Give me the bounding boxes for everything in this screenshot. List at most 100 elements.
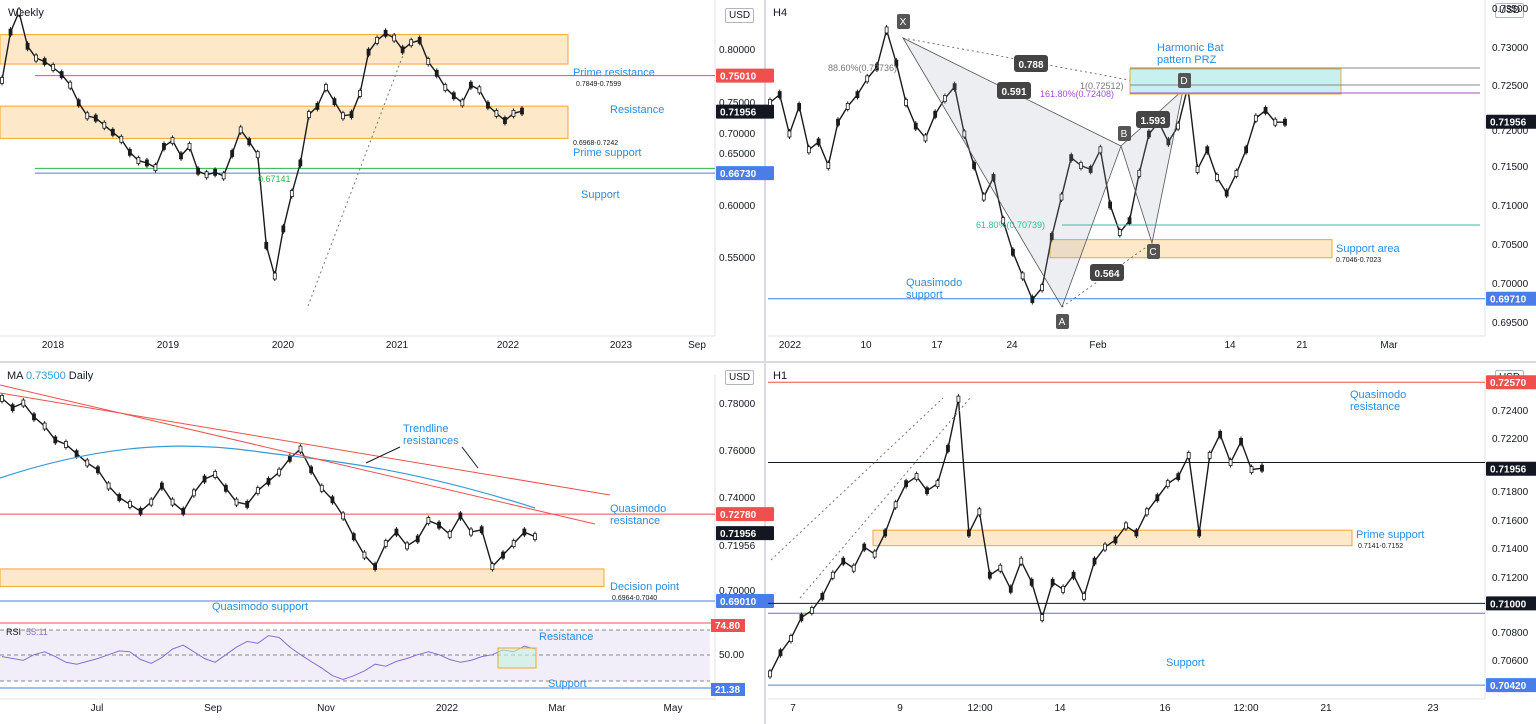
h4-support-area-label: Support area: [1336, 243, 1400, 255]
h1-last-price-text: 0.71956: [1490, 465, 1527, 476]
h4-candle-body: [923, 134, 928, 142]
daily-trendline-2: [0, 384, 596, 525]
h4-price-tag-1: [1486, 291, 1536, 306]
h1-candle-body: [1071, 571, 1076, 579]
h4-point-C-box: [1147, 244, 1160, 259]
weekly-candle-body: [51, 64, 56, 71]
h4-fib-618-label: 61.80%(0.70739): [976, 220, 1045, 230]
daily-candle-body: [213, 471, 218, 478]
rsi-line: [1, 635, 536, 681]
daily-candle-body: [533, 533, 537, 541]
daily-price-tag-text-2: 0.69010: [720, 597, 757, 608]
h1-candle-body: [1040, 614, 1045, 621]
daily-y-tick: 0.76000: [719, 446, 756, 457]
h4-candle-body: [1195, 166, 1200, 173]
h4-prz-label-2: pattern PRZ: [1157, 54, 1217, 66]
h1-y-tick: 0.71800: [1492, 487, 1529, 498]
h1-last-price-tag: [1486, 461, 1536, 476]
daily-candle-body: [501, 551, 505, 559]
currency-button-daily[interactable]: USD: [725, 370, 755, 385]
weekly-candle-body: [366, 48, 371, 56]
daily-candle-body: [106, 482, 111, 490]
daily-x-tick: 2022: [436, 703, 459, 714]
daily-candle-body: [32, 413, 36, 421]
daily-candle-body: [319, 484, 324, 492]
currency-button-weekly[interactable]: USD: [725, 8, 755, 23]
rsi-sup-tag: [711, 683, 745, 696]
weekly-x-tick: 2019: [157, 340, 180, 351]
daily-candle-body: [469, 528, 473, 536]
rsi-value: 55.11: [26, 627, 48, 637]
weekly-candle-body: [127, 148, 132, 156]
h4-point-A-label: A: [1059, 317, 1066, 328]
weekly-candle-body: [341, 112, 345, 120]
weekly-candle-body: [477, 86, 482, 94]
rsi-sup-tag-text: 21.38: [715, 685, 740, 696]
rsi-support-label: Support: [548, 678, 587, 690]
h1-candle-body: [1186, 452, 1191, 459]
weekly-candle-body: [315, 102, 320, 110]
h4-x-tick: 21: [1296, 340, 1308, 351]
h1-candle-body: [1176, 473, 1181, 481]
h4-point-X-label: X: [900, 17, 907, 28]
weekly-candle-body: [511, 110, 516, 117]
weekly-candle-body: [298, 159, 303, 167]
weekly-y-tick: 0.55000: [719, 253, 756, 264]
weekly-y-tick: 0.70000: [719, 129, 756, 140]
daily-zone-1: [0, 568, 605, 587]
daily-candle-body: [522, 528, 527, 536]
h1-qm-res-label-1: Quasimodo: [1350, 389, 1406, 401]
weekly-candle-body: [145, 159, 149, 167]
currency-button-h4[interactable]: USD: [1495, 3, 1525, 18]
weekly-resistance-label: Resistance: [610, 104, 664, 116]
weekly-x-tick: 2021: [386, 340, 409, 351]
daily-candle-body: [383, 540, 388, 547]
h4-x-tick: Feb: [1089, 340, 1107, 351]
daily-panel: 0.78000 0.76000 0.74000 0.71956 0.70000 Jul Se…: [0, 375, 774, 714]
h1-price-tag-text-3: 0.71000: [1490, 599, 1527, 610]
daily-x-tick: May: [664, 703, 683, 714]
h4-last-price-tag: [1486, 114, 1536, 129]
h4-ratio-box-1: [997, 82, 1031, 99]
h4-candle-body: [1263, 106, 1268, 114]
weekly-candle-body: [417, 36, 422, 44]
weekly-candle-body: [221, 172, 226, 180]
rsi-highlight-box: [497, 647, 537, 669]
daily-candle-body: [159, 482, 164, 490]
weekly-candle-body: [0, 77, 4, 84]
weekly-x-tick: 2020: [272, 340, 295, 351]
weekly-candle-body: [25, 42, 30, 50]
h1-candle-body: [956, 395, 961, 403]
h4-candle-body: [865, 75, 870, 83]
daily-decision-label: Decision point: [610, 581, 679, 593]
h1-candle-body: [841, 557, 846, 565]
daily-candle-body: [149, 498, 154, 506]
weekly-fib-dotted-line: [307, 49, 406, 307]
ma-value: 0.73500: [25, 370, 66, 382]
h1-candle-body: [789, 635, 793, 643]
h4-ratio-label-0: 0.788: [1018, 60, 1043, 71]
h4-candle-body: [952, 83, 957, 91]
h1-x-tick: 23: [1427, 703, 1439, 714]
h4-candle-body: [1079, 162, 1083, 169]
daily-candle-body: [245, 501, 250, 508]
daily-price-tag-0: [716, 507, 774, 522]
h4-candle-body: [768, 99, 772, 106]
daily-trendline-label-1: Trendline: [403, 423, 448, 435]
h4-candle-body: [1176, 122, 1181, 130]
daily-ma-line: [0, 445, 536, 509]
h1-candle-body: [830, 571, 835, 579]
h4-candle-body: [1049, 233, 1054, 240]
h1-dotted-2: [799, 397, 971, 599]
h4-x-tick: 17: [931, 340, 943, 351]
h4-title: H4: [773, 7, 788, 19]
daily-candle-body: [234, 498, 239, 506]
weekly-candle-body: [443, 84, 448, 91]
h4-candle-body: [1205, 146, 1210, 154]
h1-candle-body: [1103, 543, 1107, 551]
weekly-candle-body: [264, 242, 269, 249]
daily-price-tag-2: [716, 593, 774, 608]
weekly-candle-body: [281, 225, 286, 233]
h4-point-C-label: C: [1149, 247, 1156, 258]
